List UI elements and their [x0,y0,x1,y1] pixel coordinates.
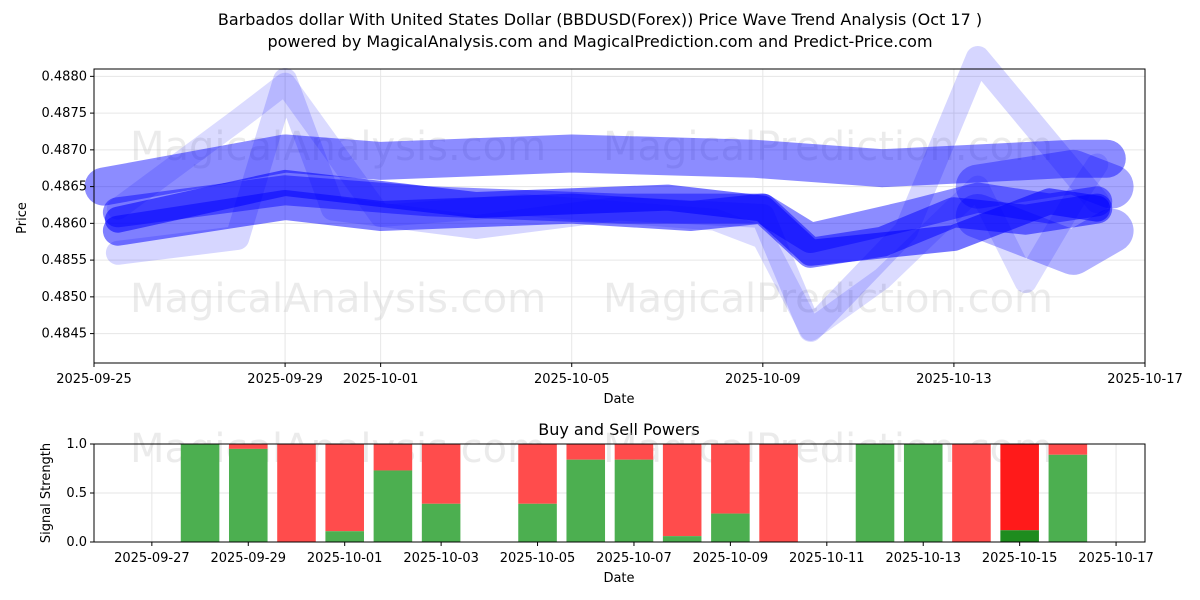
signal-y-ticks: 0.0 0.5 1.0 [66,437,94,550]
sell-power-bar [662,444,702,537]
price-wave-line [955,194,1134,275]
signal-x-tick-label: 2025-10-05 [500,551,576,566]
signal-chart-title: Buy and Sell Powers [538,420,700,439]
signal-x-tick-label: 2025-10-13 [885,551,961,566]
price-x-label: Date [603,392,634,407]
buy-power-bar [855,444,895,542]
signal-x-tick-label: 2025-10-17 [1078,551,1154,566]
signal-y-label: Signal Strength [39,443,54,543]
price-series [84,46,1134,342]
watermark-text: MagicalAnalysis.com [130,124,546,170]
buy-power-bar [1048,454,1088,542]
watermark-text: MagicalPrediction.com [603,124,1053,170]
price-wave-line [102,175,1113,253]
price-y-tick-label: 0.4875 [42,106,88,121]
price-y-tick-label: 0.4855 [42,253,88,268]
signal-x-tick-label: 2025-10-15 [982,551,1058,566]
buy-power-bar [1000,530,1039,542]
sell-power-bar [421,444,461,504]
price-x-tick-label: 2025-10-09 [725,372,801,387]
chart-title-line2: powered by MagicalAnalysis.com and Magic… [267,32,932,51]
sell-power-bar [1048,444,1088,455]
sell-power-bar [566,444,606,460]
buy-power-bar [518,503,557,542]
buy-power-bar [711,513,750,542]
signal-y-tick-label: 0.0 [66,535,87,550]
buy-power-bar [228,448,268,542]
sell-power-bar [518,444,557,504]
signal-x-tick-label: 2025-10-11 [789,551,865,566]
sell-power-bar [614,444,654,460]
signal-x-label: Date [603,571,634,586]
price-x-tick-label: 2025-09-29 [247,372,323,387]
price-axes-frame [93,68,1146,364]
sell-power-bar [228,444,268,449]
price-y-tick-label: 0.4845 [42,327,88,342]
price-x-ticks: 2025-09-25 2025-09-29 2025-10-01 2025-10-05… [56,363,1183,387]
price-y-ticks: 0.4845 0.4850 0.4855 0.4860 0.4865 0.4870 0.48… [42,69,94,342]
sell-power-bar [325,444,364,532]
signal-x-tick-label: 2025-10-07 [596,551,672,566]
price-chart: MagicalAnalysis.com MagicalPrediction.com… [15,46,1183,407]
sell-power-bar [1000,444,1039,531]
watermark-text: MagicalAnalysis.com [130,276,546,322]
sell-power-bar [373,444,413,471]
price-wave-line [955,149,1134,209]
watermark-text: MagicalPrediction.com [603,276,1053,322]
price-wave-line [102,190,1113,268]
price-watermarks: MagicalAnalysis.com MagicalPrediction.com… [130,124,1053,322]
price-y-tick-label: 0.4850 [42,290,88,305]
price-y-tick-label: 0.4880 [42,69,88,84]
signal-y-tick-label: 0.5 [66,486,87,501]
buy-power-bar [662,536,702,542]
price-wave-line [84,134,1126,206]
signal-bars [180,444,1088,542]
sell-power-bar [952,444,991,542]
signal-x-tick-label: 2025-10-01 [307,551,383,566]
signal-x-tick-label: 2025-09-29 [210,551,286,566]
signal-x-tick-label: 2025-10-09 [693,551,769,566]
price-x-tick-label: 2025-09-25 [56,372,132,387]
sell-power-bar [759,444,798,542]
sell-power-bar [711,444,750,514]
buy-power-bar [421,503,461,542]
signal-x-tick-label: 2025-10-03 [403,551,479,566]
signal-x-ticks: 2025-09-27 2025-09-29 2025-10-01 2025-10-03… [114,542,1154,566]
price-x-tick-label: 2025-10-17 [1107,372,1183,387]
buy-power-bar [566,459,606,542]
price-wave-line [105,46,1110,342]
price-x-tick-label: 2025-10-05 [534,372,610,387]
price-x-tick-label: 2025-10-01 [343,372,419,387]
buy-power-bar [325,531,364,542]
buy-power-bar [373,470,413,542]
price-y-tick-label: 0.4860 [42,216,88,231]
price-y-tick-label: 0.4865 [42,180,88,195]
signal-y-tick-label: 1.0 [66,437,87,452]
price-y-tick-label: 0.4870 [42,143,88,158]
price-wave-line [106,72,1109,341]
sell-power-bar [277,444,316,542]
price-x-tick-label: 2025-10-13 [916,372,992,387]
buy-power-bar [180,444,220,542]
buy-power-bar [903,444,943,542]
signal-chart: Buy and Sell Powers MagicalAnalysis.comM… [39,420,1154,586]
signal-x-tick-label: 2025-09-27 [114,551,190,566]
chart-title-line1: Barbados dollar With United States Dolla… [218,10,982,29]
price-y-label: Price [15,202,30,234]
buy-power-bar [614,459,654,542]
